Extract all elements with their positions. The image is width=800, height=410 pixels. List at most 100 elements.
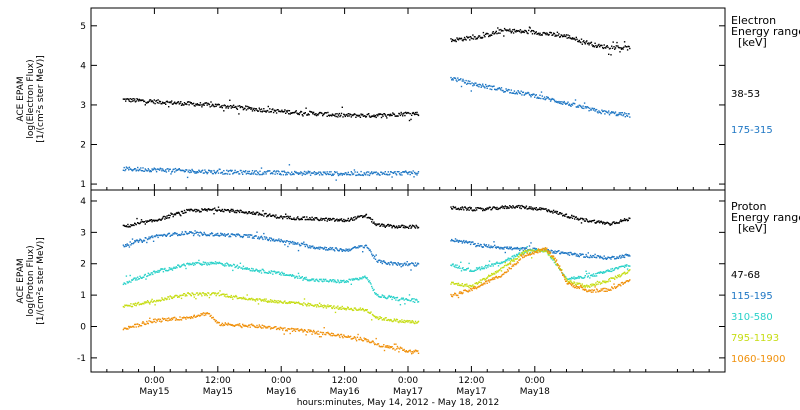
data-point [365, 309, 368, 312]
data-point [509, 246, 511, 248]
data-point [600, 288, 602, 290]
data-point [372, 289, 374, 292]
data-point [398, 351, 400, 353]
data-point [542, 97, 544, 100]
data-point [555, 210, 557, 213]
data-point [383, 296, 385, 298]
data-point [206, 172, 208, 175]
data-point [579, 286, 581, 288]
data-point [482, 83, 484, 85]
data-point [614, 275, 617, 277]
data-point [462, 207, 464, 209]
data-point [220, 106, 222, 108]
data-point [465, 285, 467, 287]
data-point [245, 267, 247, 269]
data-point [569, 104, 571, 107]
data-point [485, 245, 487, 247]
data-point [195, 262, 198, 264]
data-point [154, 168, 156, 170]
data-point [473, 84, 476, 86]
data-point [539, 32, 541, 34]
data-point [598, 43, 600, 46]
data-point [234, 169, 236, 172]
data-point [139, 169, 141, 171]
data-point [583, 288, 585, 290]
data-point [170, 212, 172, 214]
data-point [388, 113, 390, 116]
data-point [347, 281, 349, 283]
data-point [569, 280, 571, 282]
data-point [257, 237, 259, 240]
data-point [577, 105, 579, 107]
data-point [623, 265, 625, 267]
data-point [517, 30, 519, 32]
data-point [177, 168, 180, 170]
data-point [389, 296, 392, 298]
data-point [405, 351, 407, 353]
data-point [621, 281, 623, 284]
data-point [170, 267, 172, 269]
data-point [177, 234, 179, 237]
data-point [320, 336, 322, 338]
x-axis-label: hours:minutes, May 14, 2012 - May 18, 20… [297, 398, 500, 408]
data-point [142, 99, 144, 101]
data-point [551, 257, 553, 259]
data-point [389, 318, 392, 321]
data-point [491, 277, 494, 279]
data-point [362, 277, 365, 279]
data-point [241, 298, 243, 300]
data-point [260, 235, 263, 238]
data-point [285, 110, 288, 112]
data-point [269, 111, 272, 113]
data-point [543, 250, 546, 253]
data-point [390, 171, 392, 173]
data-point [217, 104, 219, 106]
data-point [272, 301, 275, 303]
data-point [149, 99, 152, 101]
data-point [608, 289, 610, 291]
data-point [375, 337, 377, 340]
data-point [395, 226, 397, 228]
data-point [164, 297, 166, 299]
data-point [516, 206, 519, 208]
data-point [617, 275, 620, 278]
data-point [614, 278, 616, 280]
data-point [169, 268, 171, 271]
data-point [580, 286, 583, 288]
data-point [244, 268, 246, 270]
data-point [474, 286, 476, 288]
data-point [224, 105, 226, 107]
data-point [469, 80, 471, 83]
data-point [362, 174, 365, 177]
data-point [296, 112, 298, 114]
data-point [573, 281, 575, 283]
data-point [152, 273, 154, 276]
data-point [241, 326, 243, 329]
data-point [598, 255, 600, 258]
data-point [533, 30, 535, 33]
data-point [537, 252, 539, 254]
data-point [474, 209, 476, 212]
data-point [127, 282, 129, 284]
data-point [414, 301, 416, 303]
data-point [180, 234, 182, 236]
data-point [312, 219, 314, 221]
data-point [186, 316, 188, 318]
data-point [183, 316, 186, 319]
data-point [386, 224, 389, 226]
data-point [609, 280, 611, 282]
data-point [343, 249, 346, 252]
data-point [187, 263, 189, 265]
data-point [475, 245, 478, 247]
data-point [467, 267, 469, 269]
data-point [291, 240, 294, 243]
data-point [237, 323, 239, 326]
data-point [150, 236, 152, 238]
data-point [336, 113, 338, 115]
data-point [585, 41, 587, 43]
data-point [485, 208, 488, 211]
data-point [383, 295, 386, 297]
data-point [254, 212, 256, 214]
data-point [405, 226, 408, 229]
plot-layer [122, 26, 631, 355]
